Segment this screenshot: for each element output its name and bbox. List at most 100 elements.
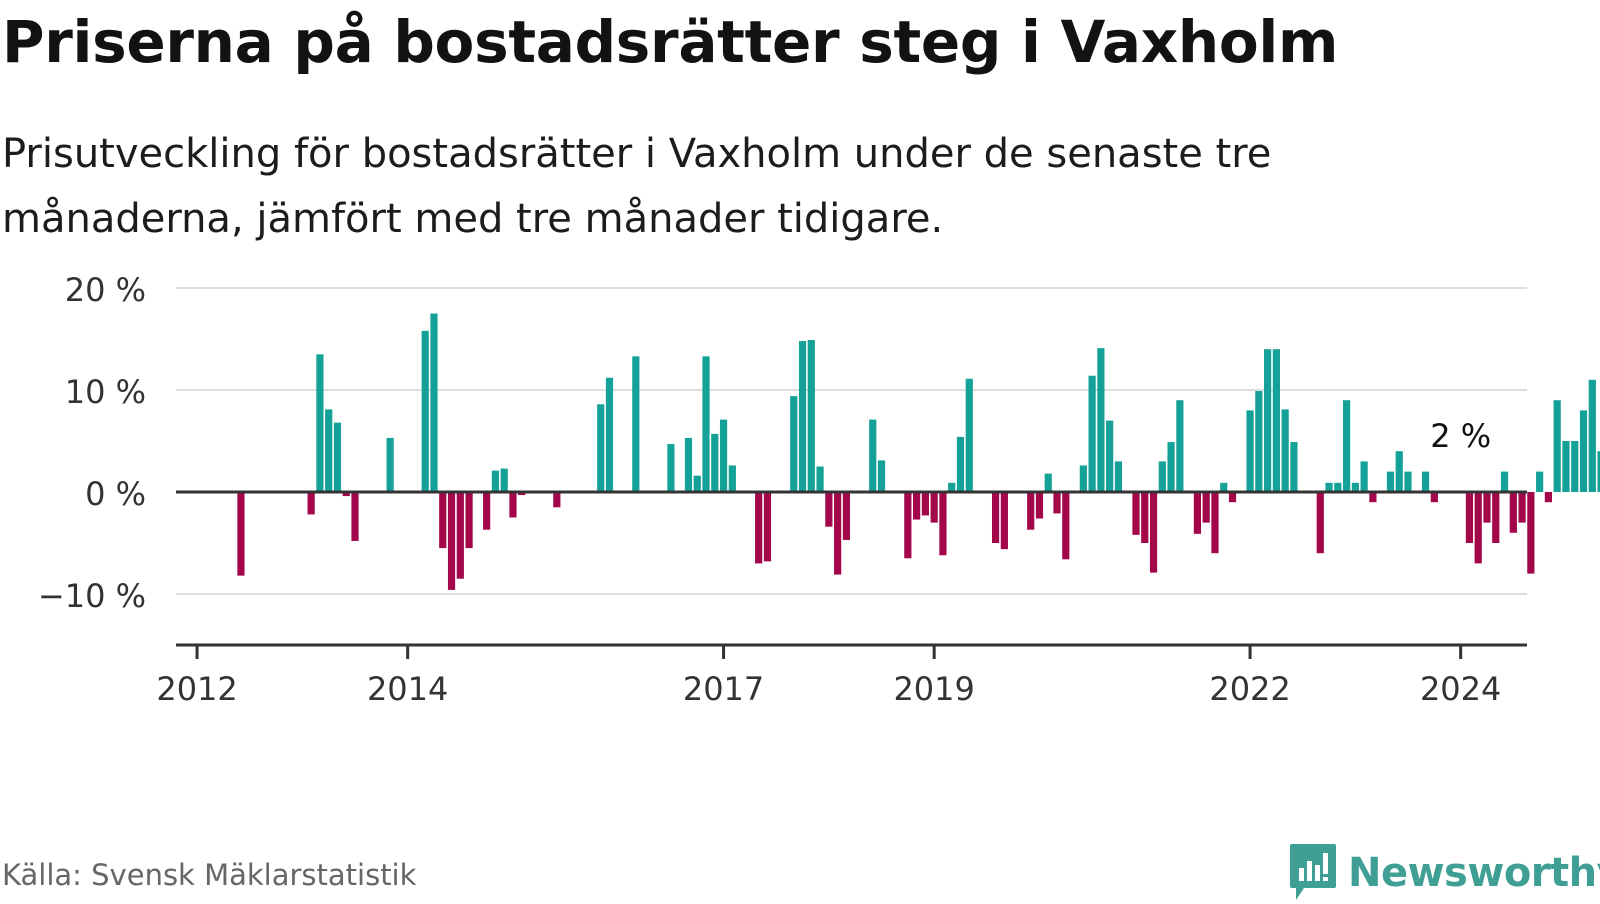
bar bbox=[500, 468, 508, 492]
bar bbox=[1158, 461, 1166, 492]
bar bbox=[632, 356, 640, 492]
bar bbox=[1369, 492, 1377, 503]
bar bbox=[921, 492, 929, 516]
chart-title: Priserna på bostadsrätter steg i Vaxholm bbox=[2, 8, 1339, 76]
bar bbox=[1360, 461, 1368, 492]
bar bbox=[1220, 482, 1228, 492]
bar bbox=[1062, 492, 1070, 560]
bar bbox=[316, 354, 324, 492]
bar bbox=[790, 396, 798, 492]
bar bbox=[1290, 442, 1298, 492]
bar bbox=[1228, 492, 1237, 503]
bar bbox=[1264, 349, 1272, 492]
bar bbox=[1518, 492, 1526, 523]
bar bbox=[1106, 420, 1114, 492]
bar bbox=[491, 470, 500, 492]
bar bbox=[711, 433, 719, 492]
bar bbox=[1579, 410, 1588, 492]
bar bbox=[825, 492, 833, 527]
bar bbox=[597, 404, 605, 492]
bar bbox=[1027, 492, 1035, 530]
source-note: Källa: Svensk Mäklarstatistik bbox=[2, 858, 417, 892]
bar bbox=[1527, 492, 1535, 574]
bar bbox=[877, 460, 886, 492]
bar bbox=[1597, 451, 1600, 492]
bar bbox=[816, 466, 824, 492]
bar bbox=[1536, 471, 1544, 492]
bar bbox=[342, 492, 350, 497]
bar bbox=[1035, 492, 1044, 519]
bar bbox=[447, 492, 456, 590]
bar bbox=[553, 492, 561, 508]
bar bbox=[755, 492, 763, 564]
bar bbox=[605, 377, 614, 492]
bar bbox=[763, 492, 772, 562]
brand-logo: Newsworthy bbox=[1288, 842, 1600, 904]
bar bbox=[869, 419, 877, 492]
bar bbox=[798, 341, 807, 492]
x-tick-label: 2017 bbox=[683, 670, 764, 708]
bar bbox=[1000, 492, 1008, 550]
bar bbox=[728, 465, 736, 492]
bar bbox=[834, 492, 842, 575]
bar bbox=[1500, 471, 1509, 492]
bar bbox=[1483, 492, 1491, 523]
bar bbox=[351, 492, 359, 541]
x-tick-label: 2024 bbox=[1420, 670, 1501, 708]
bar bbox=[939, 492, 947, 556]
bar bbox=[1132, 492, 1140, 535]
bar bbox=[307, 492, 315, 515]
bar bbox=[1193, 492, 1202, 534]
bar bbox=[930, 492, 938, 523]
bar bbox=[1553, 400, 1561, 492]
bar bbox=[1342, 400, 1351, 492]
bar bbox=[1044, 473, 1052, 492]
bar bbox=[948, 482, 956, 492]
bar bbox=[1255, 391, 1263, 492]
bar bbox=[325, 409, 333, 492]
bar bbox=[719, 419, 728, 492]
bar bbox=[1474, 492, 1482, 564]
bar bbox=[465, 492, 473, 549]
bar bbox=[965, 378, 973, 492]
bar bbox=[1114, 461, 1123, 492]
bar bbox=[386, 437, 394, 492]
bar bbox=[1202, 492, 1210, 523]
bar bbox=[1053, 492, 1061, 514]
bar bbox=[1097, 348, 1105, 492]
bar bbox=[1149, 492, 1158, 573]
bar bbox=[509, 492, 517, 518]
bar bbox=[430, 313, 438, 492]
bar bbox=[1509, 492, 1517, 533]
x-tick-label: 2022 bbox=[1209, 670, 1290, 708]
y-tick-label: 20 % bbox=[65, 271, 146, 309]
bar bbox=[1571, 441, 1579, 492]
bar bbox=[1588, 379, 1596, 492]
bar bbox=[237, 492, 245, 576]
bar bbox=[333, 422, 342, 492]
x-tick-label: 2019 bbox=[893, 670, 974, 708]
bar bbox=[1544, 492, 1553, 503]
bar bbox=[807, 340, 815, 492]
bar bbox=[1272, 349, 1280, 492]
bar bbox=[1562, 441, 1570, 492]
bar bbox=[1395, 451, 1403, 492]
y-tick-label: −10 % bbox=[38, 577, 146, 615]
bar bbox=[1404, 471, 1412, 492]
bar bbox=[518, 492, 526, 496]
bar bbox=[1167, 442, 1175, 492]
bar bbox=[1386, 471, 1395, 492]
bar bbox=[421, 330, 429, 492]
bar bbox=[904, 492, 912, 559]
bar bbox=[1325, 482, 1333, 492]
bar bbox=[991, 492, 1000, 543]
bar bbox=[439, 492, 447, 549]
bar bbox=[667, 444, 675, 492]
bar bbox=[1176, 400, 1184, 492]
bar bbox=[702, 356, 710, 492]
bar bbox=[1334, 482, 1342, 492]
bar bbox=[1246, 410, 1254, 492]
newsworthy-logo-icon bbox=[1290, 844, 1336, 900]
bar bbox=[956, 436, 965, 492]
